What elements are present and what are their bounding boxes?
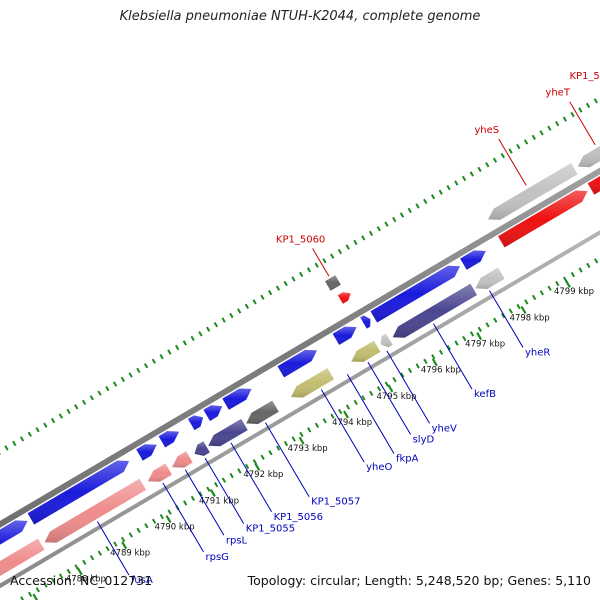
scale-tick-mark: [298, 436, 305, 445]
scale-tick-label: 4797 kbp: [465, 340, 505, 350]
gene-label-fusA: fusA: [131, 575, 153, 586]
tick-layer: [0, 98, 599, 600]
gene-rev-KP1_5057: [246, 400, 279, 424]
gene-label-rpsL-leader: [184, 469, 225, 536]
gene-rev-fusA: [44, 478, 147, 543]
gene-label-yheV-leader: [386, 350, 431, 424]
gene-fwd-3: [158, 431, 180, 448]
gene-label-yheV: yheV: [432, 423, 457, 434]
gene-label-fkpA-leader: [346, 374, 395, 454]
gene-label-yheR: yheR: [525, 348, 550, 359]
gene-label-kefB-leader: [433, 323, 473, 390]
scale-tick-label: 4796 kbp: [421, 366, 461, 376]
tick-row-inner: [0, 98, 598, 455]
backbone-line-inner: [0, 230, 600, 589]
scale-tick-label: 4795 kbp: [376, 392, 416, 402]
backbone-layer: [0, 167, 600, 589]
map-title: Klebsiella pneumoniae NTUH-K2044, comple…: [119, 9, 481, 24]
gene-yheT-red: [587, 176, 600, 195]
scale-tick-mark: [476, 332, 483, 341]
scale-tick-label: 4791 kbp: [199, 496, 239, 506]
gene-rev-slyD: [351, 340, 381, 362]
gene-fwd-11: [460, 250, 486, 270]
gene-label-slyD: slyD: [413, 435, 435, 446]
gene-fwd-9: [360, 315, 371, 329]
gene-yheS-red: [498, 190, 588, 248]
scale-tick-mark: [343, 410, 350, 419]
gene-KP1_5060-red: [337, 292, 351, 304]
scale-tick-mark: [165, 515, 172, 524]
gene-label-KP1_5068: KP1_5068: [569, 71, 600, 82]
topology-text: Topology: circular; Length: 5,248,520 bp…: [247, 573, 591, 588]
gene-label-yheO: yheO: [366, 462, 392, 473]
gene-KP1_5060: [325, 275, 341, 291]
scale-tick-mark: [431, 358, 438, 367]
scale-tick-mark: [387, 384, 394, 393]
scale-tick-label: 4794 kbp: [332, 418, 372, 428]
gene-rev-KP1_5056: [208, 418, 248, 447]
scale-tick-mark: [76, 567, 83, 576]
gene-label-fusA-leader: [96, 521, 130, 576]
scale-tick-label: 4789 kbp: [110, 549, 150, 559]
gene-rev-1: [0, 538, 45, 577]
scale-tick-mark: [32, 593, 39, 600]
gene-rev-yheV: [380, 333, 393, 348]
scale-tick-mark: [564, 279, 571, 288]
gene-fwd-5: [203, 405, 223, 421]
gene-label-KP1_5055-leader: [204, 457, 245, 524]
gene-fwd-6: [222, 388, 252, 410]
gene-yheT: [577, 146, 600, 168]
gene-label-KP1_5057-leader: [264, 422, 310, 497]
gene-fwd-10: [370, 265, 460, 323]
gene-rev-rpsL: [172, 451, 193, 468]
scale-tick-label: 4799 kbp: [554, 287, 594, 297]
scale-tick-label: 4793 kbp: [288, 444, 328, 454]
backbone-line-outer: [0, 167, 600, 528]
gene-fwd-fusA-region: [27, 460, 130, 525]
gene-label-yheT: yheT: [545, 88, 570, 99]
gene-rev-KP1_5055: [194, 441, 210, 456]
scale-tick-label: 4798 kbp: [510, 313, 550, 323]
gene-label-rpsG-leader: [162, 482, 204, 553]
gene-fwd-2: [136, 444, 157, 461]
gene-label-rpsL: rpsL: [226, 535, 248, 546]
gene-layer: [0, 146, 600, 577]
gene-rev-yheR: [475, 267, 505, 289]
gene-rev-rpsG: [148, 463, 172, 482]
scale-tick-mark: [254, 462, 261, 471]
gene-label-kefB: kefB: [474, 389, 496, 400]
gene-label-yheO-leader: [320, 389, 365, 463]
scale-tick-mark: [121, 541, 128, 550]
gene-label-KP1_5056-leader: [230, 442, 273, 513]
gene-label-slyD-leader: [367, 361, 412, 435]
gene-label-KP1_5056: KP1_5056: [274, 512, 323, 523]
scale-tick-mark: [520, 305, 527, 315]
gene-fwd-4: [187, 415, 204, 431]
scale-tick-label: 4788 kbp: [66, 575, 106, 585]
gene-rev-fkpA: [291, 368, 334, 398]
gene-fwd-8: [332, 326, 357, 345]
gene-label-yheS-leader: [498, 138, 527, 186]
gene-fwd-1: [0, 520, 28, 545]
gene-yheS: [488, 163, 578, 220]
gene-label-yheT-leader: [569, 101, 596, 146]
gene-label-KP1_5060-leader: [312, 248, 330, 277]
accession-text: Accession: NC_012731: [10, 573, 153, 588]
gene-label-yheR-leader: [489, 290, 524, 348]
gene-label-KP1_5057: KP1_5057: [311, 497, 360, 508]
gene-label-KP1_5060: KP1_5060: [276, 235, 325, 246]
gene-label-fkpA: fkpA: [396, 454, 419, 465]
gene-fwd-7: [277, 349, 317, 378]
gene-rev-kefB: [392, 283, 477, 338]
scale-tick-label: 4790 kbp: [155, 522, 195, 532]
gene-label-rpsG: rpsG: [206, 552, 229, 563]
scale-tick-label: 4792 kbp: [243, 470, 283, 480]
scale-tick-mark: [209, 488, 216, 497]
gene-label-KP1_5055: KP1_5055: [246, 524, 295, 535]
gene-label-yheS: yheS: [474, 125, 499, 136]
